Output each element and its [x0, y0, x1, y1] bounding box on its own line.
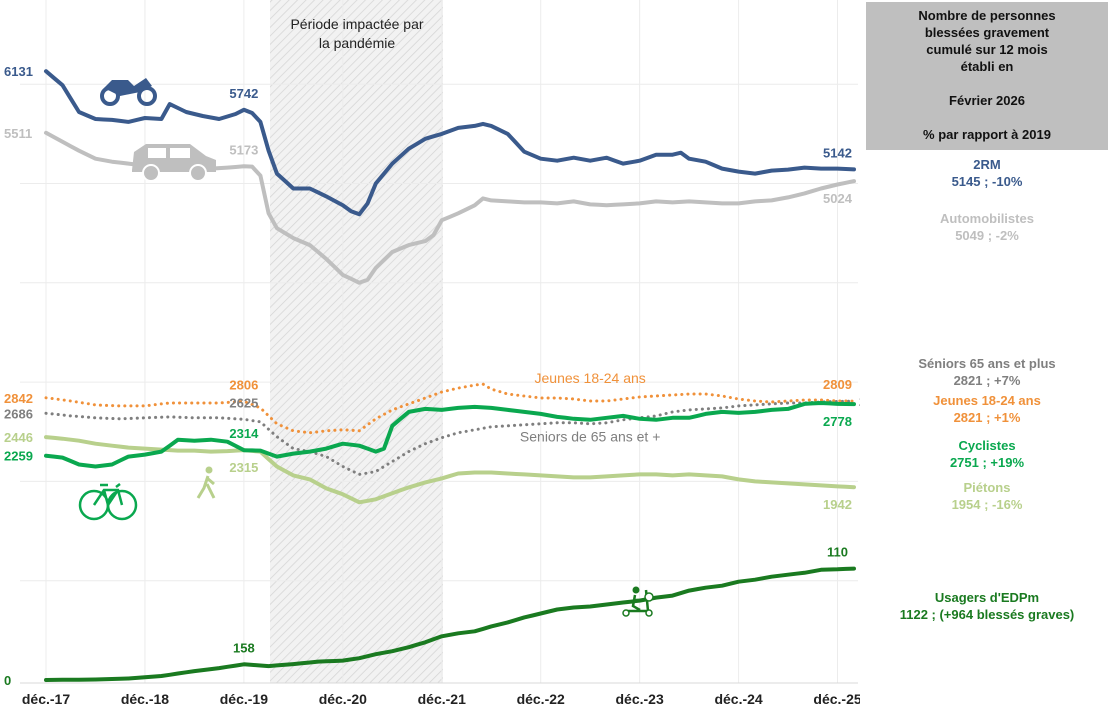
legend-automobilistes: Automobilistes 5049 ; -2%: [866, 210, 1108, 244]
data-label-pietons: 2315: [229, 460, 258, 475]
data-label-seniors: 2625: [229, 395, 258, 410]
data-label-jeunes: 2806: [229, 377, 258, 392]
legend-jeunes: Jeunes 18-24 ans 2821 ; +1%: [866, 392, 1108, 426]
data-label-auto: 5173: [229, 142, 258, 157]
data-label-auto: 5024: [823, 191, 853, 206]
series-annotation: Jeunes 18-24 ans: [535, 370, 646, 386]
legend-2rm: 2RM 5145 ; -10%: [866, 156, 1108, 190]
x-axis-ticks: déc.-17 déc.-18 déc.-19 déc.-20 déc.-21 déc.-…: [22, 691, 860, 707]
legend-seniors: Séniors 65 ans et plus 2821 ; +7%: [866, 355, 1108, 389]
x-tick-label: déc.-24: [714, 691, 762, 707]
info-panel-line: établi en: [960, 59, 1014, 74]
legend-edpm-detail: 1122 ; (+964 blessés graves): [899, 607, 1075, 622]
data-label-edpm: 0: [4, 673, 11, 688]
x-tick-label: déc.-25: [813, 691, 860, 707]
data-label-cyclistes: 2314: [229, 426, 259, 441]
data-label-jeunes: 2842: [4, 391, 33, 406]
legend-seniors-detail: 2821 ; +7%: [953, 373, 1021, 388]
data-label-pietons: 1942: [823, 497, 852, 512]
legend-edpm-name: Usagers d'EDPm: [934, 590, 1040, 605]
x-tick-label: déc.-17: [22, 691, 70, 707]
info-panel-line: [866, 75, 1108, 92]
series-line-pietons: [44, 435, 856, 505]
data-labels: 6131 5742 5142 5511 5173 5024 2842 2806 2809 2686…: [4, 64, 860, 688]
data-label-auto: 5511: [4, 126, 32, 141]
x-tick-label: déc.-23: [616, 691, 664, 707]
data-label-jeunes: 2809: [823, 377, 852, 392]
info-panel: Nombre de personnes blessées gravement c…: [866, 2, 1108, 150]
series-line-2rm: [44, 69, 856, 217]
series-line-edpm: [44, 566, 856, 682]
legend-cyclistes-name: Cyclistes: [958, 438, 1016, 453]
pandemic-label-line-1: Période impactée par: [290, 16, 423, 32]
legend-2rm-name: 2RM: [973, 157, 1001, 172]
motorcycle-icon: [100, 78, 157, 106]
legend-edpm: Usagers d'EDPm 1122 ; (+964 blessés grav…: [866, 589, 1108, 623]
legend-cyclistes: Cyclistes 2751 ; +19%: [866, 437, 1108, 471]
x-tick-label: déc.-18: [121, 691, 169, 707]
series-line-jeunes: [44, 382, 856, 435]
x-tick-label: déc.-19: [220, 691, 268, 707]
data-label-seniors: 2686: [4, 406, 33, 421]
data-label-cyclistes: 2259: [4, 449, 33, 464]
info-panel-line: [866, 109, 1108, 126]
data-label-2rm: 6131: [4, 64, 33, 79]
data-label-cyclistes: 2778: [823, 414, 852, 429]
data-label-edpm: 158: [233, 640, 255, 655]
info-panel-line: Nombre de personnes: [918, 8, 1056, 23]
data-label-2rm: 5742: [229, 86, 258, 101]
data-label-seniors: 2809: [859, 394, 860, 409]
legend-pietons: Piétons 1954 ; -16%: [866, 479, 1108, 513]
legend-cyclistes-detail: 2751 ; +19%: [949, 455, 1025, 470]
legend-automobilistes-detail: 5049 ; -2%: [955, 228, 1019, 243]
car-icon: [132, 144, 216, 182]
info-panel-line: % par rapport à 2019: [923, 127, 1051, 142]
legend-seniors-name: Séniors 65 ans et plus: [918, 356, 1056, 371]
series-line-cyclistes: [44, 401, 856, 469]
x-tick-label: déc.-21: [418, 691, 466, 707]
x-tick-label: déc.-20: [319, 691, 367, 707]
gridlines: [20, 0, 858, 684]
pandemic-shaded-area: [270, 0, 443, 683]
info-panel-line: blessées gravement: [924, 25, 1050, 40]
legend-jeunes-detail: 2821 ; +1%: [953, 410, 1021, 425]
legend-automobilistes-name: Automobilistes: [940, 211, 1034, 226]
series-annotation: Seniors de 65 ans et +: [520, 429, 661, 445]
data-label-pietons: 2446: [4, 430, 33, 445]
bicycle-icon: [78, 483, 138, 521]
data-label-edpm: 110: [827, 545, 848, 560]
pedestrian-icon: [196, 466, 216, 499]
pandemic-label-line-2: la pandémie: [319, 35, 395, 51]
legend-pietons-name: Piétons: [963, 480, 1011, 495]
series-line-seniors: [44, 399, 856, 476]
legend-2rm-detail: 5145 ; -10%: [951, 174, 1023, 189]
data-label-2rm: 5142: [823, 145, 852, 160]
legend-pietons-detail: 1954 ; -16%: [951, 497, 1023, 512]
x-tick-label: déc.-22: [517, 691, 565, 707]
line-chart: Période impactée par la pandémie 6131 574…: [4, 0, 860, 707]
scooter-rider-icon: [622, 586, 654, 617]
legend-jeunes-name: Jeunes 18-24 ans: [933, 393, 1041, 408]
info-panel-line: cumulé sur 12 mois: [926, 42, 1048, 57]
info-panel-line: Février 2026: [949, 93, 1025, 108]
